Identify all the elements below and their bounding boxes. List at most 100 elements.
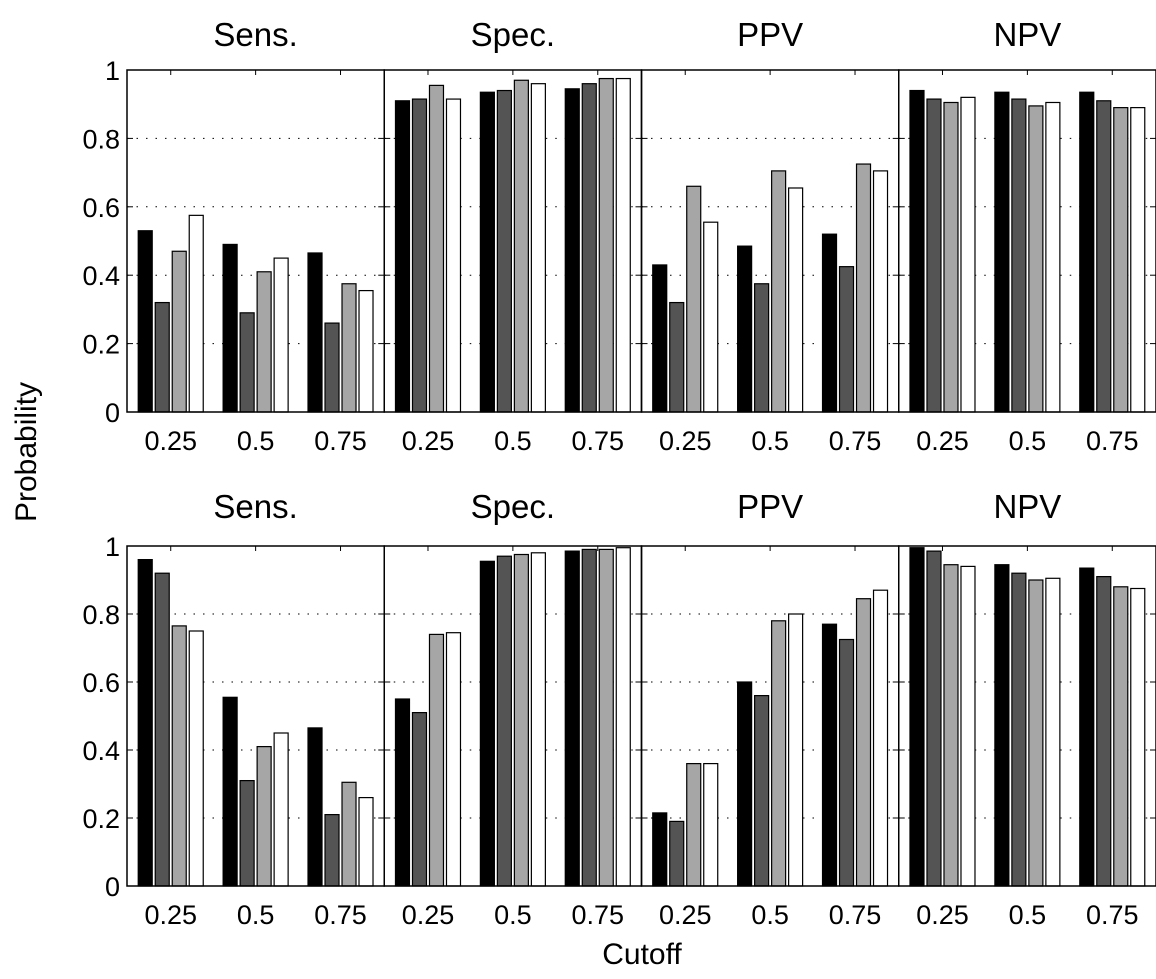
bar (1079, 91, 1095, 413)
panel-title: NPV (993, 488, 1061, 525)
bar (909, 89, 925, 413)
bar (821, 233, 838, 413)
bar (943, 101, 959, 413)
panel-1-1 (383, 545, 643, 887)
bar (1028, 105, 1044, 413)
bar (994, 91, 1010, 413)
bar (754, 283, 770, 413)
bar (943, 564, 959, 887)
bar (669, 301, 685, 413)
x-tick-label: 0.25 (659, 426, 712, 456)
bar (1096, 575, 1112, 887)
y-tick-label: 0.2 (82, 804, 120, 834)
panel-0-3 (898, 69, 1156, 413)
bar (838, 266, 855, 413)
y-tick-label: 0.4 (82, 261, 120, 291)
bar (771, 620, 787, 887)
bar (530, 83, 546, 413)
bar (513, 79, 529, 413)
bar (154, 301, 170, 413)
panel-title: NPV (993, 16, 1061, 53)
bar (754, 694, 770, 887)
bar (479, 91, 495, 413)
bar (1130, 587, 1146, 887)
bar (909, 547, 925, 887)
bar (341, 781, 357, 887)
bar (737, 245, 753, 413)
panel-title: PPV (737, 488, 803, 525)
bar (788, 613, 804, 887)
bar (1079, 567, 1095, 887)
bar (669, 820, 685, 887)
x-tick-label: 0.5 (751, 426, 789, 456)
x-tick-label: 0.25 (916, 900, 969, 930)
bar (496, 89, 512, 413)
bar (564, 550, 580, 887)
bar (1130, 107, 1146, 413)
bar (445, 632, 462, 887)
panel-0-0 (126, 69, 385, 413)
bar (256, 271, 272, 413)
x-tick-label: 0.5 (751, 900, 789, 930)
bar (788, 187, 804, 413)
panel-1-3 (898, 545, 1156, 887)
bar (821, 623, 838, 887)
bar (686, 762, 702, 887)
x-tick-label: 0.25 (402, 900, 455, 930)
bar (598, 548, 614, 887)
bar (479, 560, 495, 887)
bar (1045, 101, 1061, 413)
bar (1011, 98, 1027, 413)
panel-title: PPV (737, 16, 803, 53)
bar (652, 264, 668, 413)
bar (1011, 572, 1027, 887)
x-tick-label: 0.25 (144, 426, 197, 456)
y-tick-label: 0.4 (82, 736, 120, 766)
bar (358, 796, 374, 887)
bar (838, 638, 855, 887)
bar (615, 77, 631, 413)
bar (855, 598, 872, 887)
bar (530, 552, 546, 887)
y-tick-label: 1 (105, 532, 120, 562)
bar (703, 221, 719, 413)
bar (394, 100, 411, 413)
x-tick-label: 0.5 (494, 426, 532, 456)
bar (188, 630, 204, 887)
bar (307, 252, 323, 413)
x-tick-label: 0.25 (402, 426, 455, 456)
bar (341, 283, 357, 413)
x-tick-label: 0.75 (1086, 900, 1139, 930)
bar (615, 547, 631, 887)
y-tick-label: 0.8 (82, 600, 120, 630)
bar (872, 170, 889, 413)
y-tick-label: 0.6 (82, 193, 120, 223)
bar (564, 88, 580, 413)
bar (1113, 107, 1129, 413)
bar (171, 625, 187, 887)
panel-0-1 (383, 69, 643, 413)
bar (411, 98, 428, 413)
bar (960, 565, 976, 887)
bar (1028, 579, 1044, 887)
x-tick-label: 0.25 (916, 426, 969, 456)
x-tick-label: 0.5 (237, 426, 275, 456)
bar (188, 214, 204, 413)
bar (307, 727, 323, 887)
y-tick-label: 1 (105, 56, 120, 86)
panel-1-0 (126, 545, 385, 887)
bar (273, 257, 289, 413)
bar (1113, 586, 1129, 887)
panel-frame (898, 545, 1156, 887)
bar (394, 698, 411, 887)
bar (513, 553, 529, 887)
x-tick-label: 0.5 (1009, 900, 1047, 930)
bar (273, 732, 289, 887)
y-tick-label: 0.2 (82, 330, 120, 360)
bar (154, 572, 170, 887)
panel-title: Spec. (471, 16, 555, 53)
bar (137, 558, 153, 887)
x-tick-label: 0.5 (494, 900, 532, 930)
